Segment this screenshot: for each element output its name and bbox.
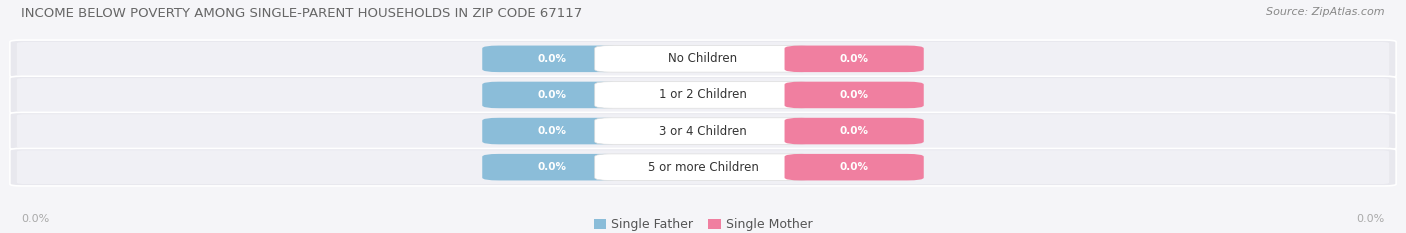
FancyBboxPatch shape bbox=[785, 118, 924, 144]
FancyBboxPatch shape bbox=[10, 112, 1396, 150]
Text: 3 or 4 Children: 3 or 4 Children bbox=[659, 125, 747, 137]
Text: 0.0%: 0.0% bbox=[839, 162, 869, 172]
FancyBboxPatch shape bbox=[17, 114, 1389, 148]
FancyBboxPatch shape bbox=[785, 46, 924, 72]
Text: 0.0%: 0.0% bbox=[537, 126, 567, 136]
Text: 0.0%: 0.0% bbox=[537, 54, 567, 64]
FancyBboxPatch shape bbox=[482, 46, 621, 72]
FancyBboxPatch shape bbox=[482, 154, 621, 180]
FancyBboxPatch shape bbox=[10, 76, 1396, 114]
FancyBboxPatch shape bbox=[10, 148, 1396, 186]
FancyBboxPatch shape bbox=[595, 118, 811, 144]
Text: 0.0%: 0.0% bbox=[537, 162, 567, 172]
FancyBboxPatch shape bbox=[482, 82, 621, 108]
Text: 0.0%: 0.0% bbox=[1357, 214, 1385, 224]
FancyBboxPatch shape bbox=[785, 82, 924, 108]
FancyBboxPatch shape bbox=[10, 40, 1396, 78]
Text: 0.0%: 0.0% bbox=[839, 90, 869, 100]
Legend: Single Father, Single Mother: Single Father, Single Mother bbox=[593, 218, 813, 231]
Text: 0.0%: 0.0% bbox=[21, 214, 49, 224]
FancyBboxPatch shape bbox=[595, 82, 811, 108]
FancyBboxPatch shape bbox=[595, 46, 811, 72]
Text: Source: ZipAtlas.com: Source: ZipAtlas.com bbox=[1267, 7, 1385, 17]
FancyBboxPatch shape bbox=[17, 78, 1389, 112]
Text: 0.0%: 0.0% bbox=[537, 90, 567, 100]
Text: 0.0%: 0.0% bbox=[839, 54, 869, 64]
FancyBboxPatch shape bbox=[595, 154, 811, 180]
FancyBboxPatch shape bbox=[17, 42, 1389, 76]
FancyBboxPatch shape bbox=[17, 150, 1389, 184]
Text: 5 or more Children: 5 or more Children bbox=[648, 161, 758, 174]
Text: 0.0%: 0.0% bbox=[839, 126, 869, 136]
FancyBboxPatch shape bbox=[785, 154, 924, 180]
Text: 1 or 2 Children: 1 or 2 Children bbox=[659, 89, 747, 101]
Text: INCOME BELOW POVERTY AMONG SINGLE-PARENT HOUSEHOLDS IN ZIP CODE 67117: INCOME BELOW POVERTY AMONG SINGLE-PARENT… bbox=[21, 7, 582, 20]
Text: No Children: No Children bbox=[668, 52, 738, 65]
FancyBboxPatch shape bbox=[482, 118, 621, 144]
